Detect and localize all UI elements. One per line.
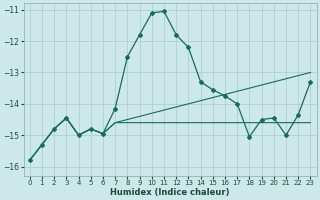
X-axis label: Humidex (Indice chaleur): Humidex (Indice chaleur) [110,188,230,197]
